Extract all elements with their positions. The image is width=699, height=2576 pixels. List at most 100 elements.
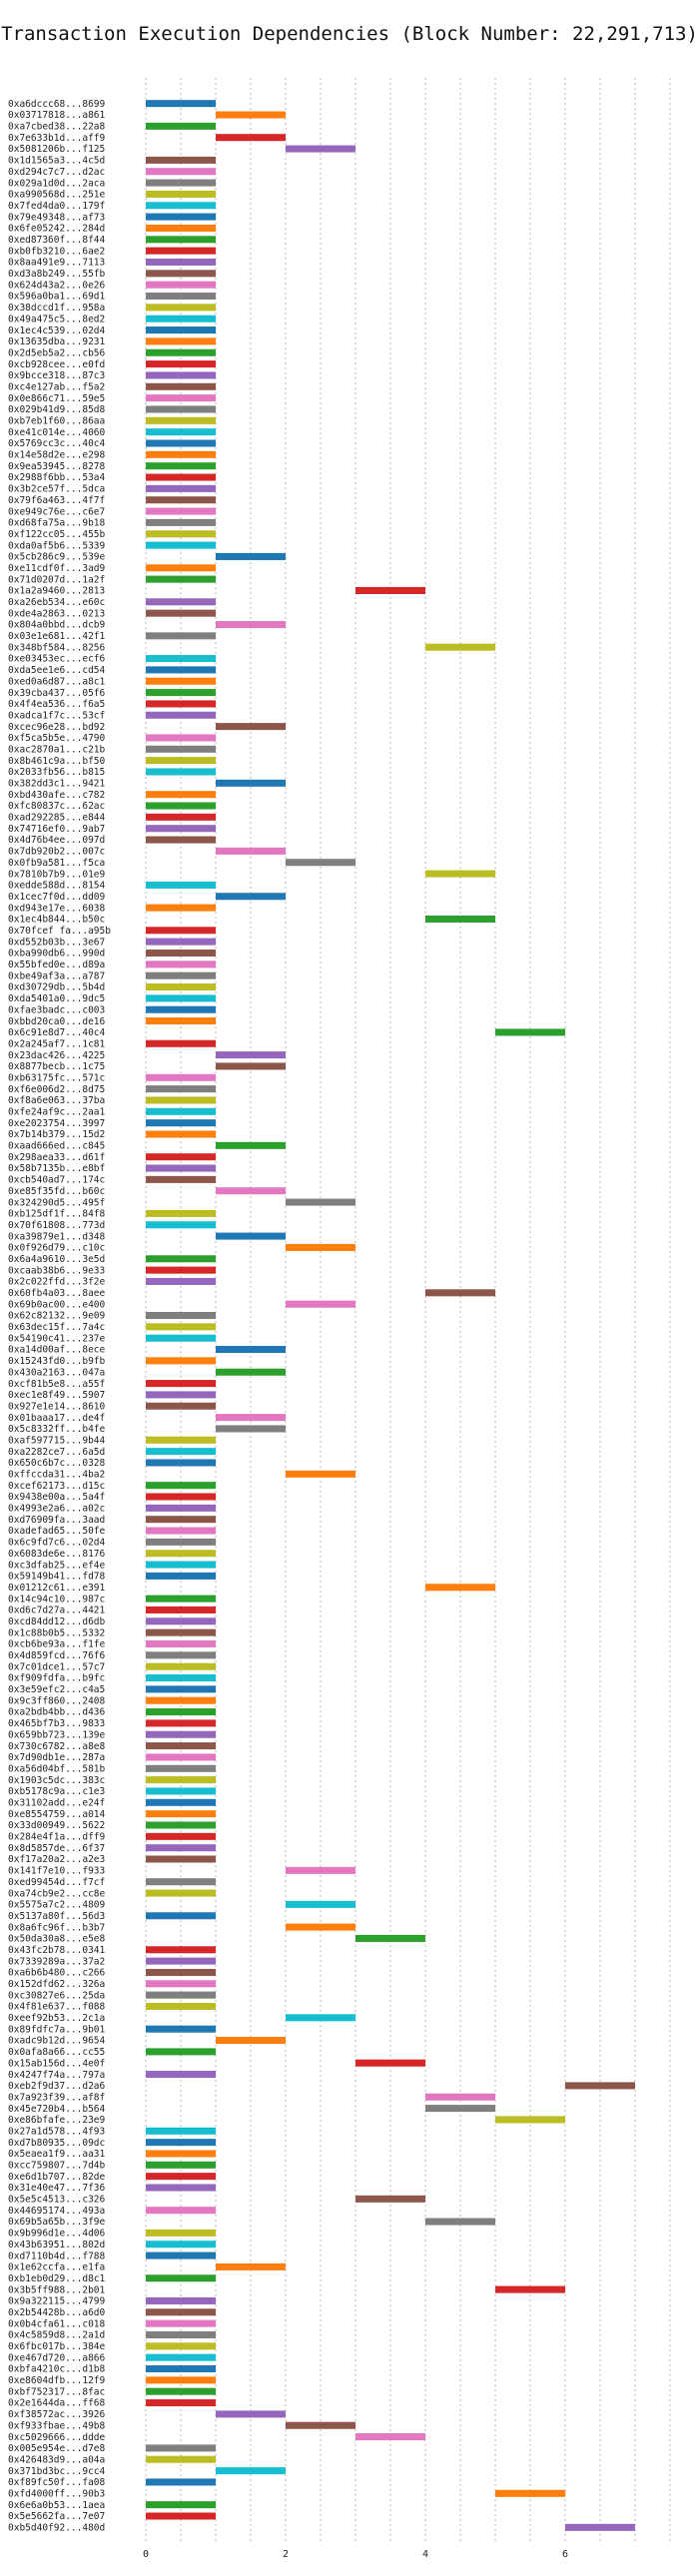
y-tick-label: 0x730c6782...a8e8 xyxy=(8,1741,106,1752)
gantt-bar xyxy=(146,1651,216,1659)
y-tick-label: 0x8d5857de...6f37 xyxy=(8,1843,105,1854)
y-tick-label: 0x33d00949...5622 xyxy=(8,1820,105,1831)
y-tick-label: 0xa7cbed38...22a8 xyxy=(8,122,106,133)
gantt-bar xyxy=(146,2353,216,2361)
gantt-bar xyxy=(146,1595,216,1603)
gantt-bar xyxy=(146,2455,216,2463)
gantt-bar xyxy=(146,1209,216,1217)
gantt-bar xyxy=(146,1119,216,1127)
gantt-bar xyxy=(146,2512,216,2520)
y-tick-label: 0x3b5ff988...2b01 xyxy=(8,2284,106,2295)
y-tick-label: 0x371bd3bc...9cc4 xyxy=(8,2466,106,2477)
y-tick-label: 0x9a322115...4799 xyxy=(8,2296,106,2307)
gantt-bar xyxy=(146,1436,216,1444)
y-tick-label: 0x63dec15f...7a4c xyxy=(8,1322,105,1333)
y-tick-label: 0xc3dfab25...ef4e xyxy=(8,1560,106,1571)
y-tick-label: 0xc30827e6...25da xyxy=(8,1990,105,2001)
x-tick-label: 4 xyxy=(422,2549,428,2560)
y-tick-label: 0xffccda31...4ba2 xyxy=(8,1470,105,1481)
gantt-bar xyxy=(146,598,216,606)
y-tick-label: 0x01212c61...e391 xyxy=(8,1583,106,1594)
gantt-bar xyxy=(146,971,216,979)
gantt-bar xyxy=(355,2433,425,2441)
y-tick-label: 0x6083de6e...8176 xyxy=(8,1549,106,1560)
gantt-bar xyxy=(286,859,355,867)
y-tick-label: 0x70f61808...773d xyxy=(8,1220,105,1231)
y-tick-label: 0xde4a2863...0213 xyxy=(8,608,105,619)
gantt-bar xyxy=(146,1334,216,1342)
y-tick-label: 0x31e40e47...7f36 xyxy=(8,2183,106,2194)
y-tick-label: 0x5e5662fa...7e07 xyxy=(8,2511,105,2522)
gantt-bar xyxy=(355,2195,425,2203)
y-tick-label: 0x7810b7b9...01e9 xyxy=(8,869,106,880)
y-tick-label: 0xe85f35fd...b60c xyxy=(8,1186,105,1197)
y-tick-label: 0x01baaa17...de4f xyxy=(8,1413,105,1424)
y-tick-label: 0xbf752317...8fac xyxy=(8,2386,105,2397)
y-tick-label: 0xf122cc05...455b xyxy=(8,529,106,540)
gantt-bar xyxy=(146,270,216,278)
y-tick-label: 0x6c9fd7c6...02d4 xyxy=(8,1538,106,1549)
y-tick-label: 0xf89fc50f...fa08 xyxy=(8,2477,106,2488)
gantt-bar xyxy=(146,1107,216,1115)
y-tick-label: 0x6fe05242...284d xyxy=(8,224,105,235)
y-tick-label: 0x465bf7b3...9833 xyxy=(8,1718,105,1729)
y-tick-label: 0xa2282ce7...6a5d xyxy=(8,1447,105,1458)
gantt-bar xyxy=(146,1946,216,1954)
y-tick-label: 0xd7110b4d...f788 xyxy=(8,2251,106,2261)
y-tick-label: 0x8877becb...1c75 xyxy=(8,1061,105,1072)
y-tick-label: 0xb63175fc...571c xyxy=(8,1072,105,1083)
y-tick-label: 0xc4e127ab...f5a2 xyxy=(8,381,105,392)
y-tick-label: 0x0afa8a66...cc55 xyxy=(8,2047,105,2058)
y-tick-label: 0x0fb9a581...f5ca xyxy=(8,858,105,869)
y-tick-label: 0xe6d1b707...82de xyxy=(8,2172,106,2183)
y-tick-label: 0xe8554759...a014 xyxy=(8,1809,106,1820)
gantt-bar xyxy=(146,1039,216,1047)
x-tick-label: 2 xyxy=(283,2549,289,2560)
gantt-bar xyxy=(146,2478,216,2486)
gantt-bar xyxy=(146,1821,216,1829)
gantt-bar xyxy=(146,802,216,810)
gantt-bar xyxy=(146,1085,216,1093)
gantt-bar xyxy=(146,371,216,379)
gantt-bar xyxy=(146,1448,216,1456)
y-tick-label: 0x1cec7f0d...dd09 xyxy=(8,892,106,903)
y-tick-label: 0x7c01dce1...57c7 xyxy=(8,1661,105,1672)
y-tick-label: 0x1d1565a3...4c5d xyxy=(8,156,105,167)
y-tick-label: 0x1903c5dc...383c xyxy=(8,1775,105,1786)
gantt-bar xyxy=(146,836,216,844)
y-tick-label: 0x382dd3c1...9421 xyxy=(8,779,106,790)
gantt-bar xyxy=(146,2376,216,2384)
y-tick-label: 0xe8604dfb...12f9 xyxy=(8,2375,106,2386)
y-tick-label: 0xfd4000ff...90b3 xyxy=(8,2488,105,2499)
y-tick-label: 0x0b4cfa61...c018 xyxy=(8,2318,106,2329)
y-tick-label: 0xe467d720...a866 xyxy=(8,2352,106,2363)
y-tick-label: 0xac2870a1...c21b xyxy=(8,744,106,755)
y-tick-label: 0xa990568d...251e xyxy=(8,190,106,201)
gantt-bar xyxy=(425,2218,495,2226)
gantt-bar xyxy=(425,2105,495,2113)
gantt-bar xyxy=(286,2421,355,2429)
y-tick-label: 0x152dfd62...326a xyxy=(8,1979,105,1990)
y-tick-label: 0x2a245af7...1c81 xyxy=(8,1038,106,1049)
gantt-bar xyxy=(216,779,286,787)
gantt-bar xyxy=(146,1798,216,1806)
gantt-bar xyxy=(146,428,216,436)
y-tick-label: 0x50da30a8...e5e8 xyxy=(8,1934,106,1945)
gantt-bar xyxy=(146,2252,216,2259)
gantt-bar xyxy=(146,507,216,515)
gantt-bar xyxy=(146,2319,216,2327)
gantt-bar xyxy=(216,552,286,560)
y-tick-label: 0xe86bfafe...23e9 xyxy=(8,2115,106,2126)
y-tick-label: 0x55bfed0e...d89a xyxy=(8,960,105,970)
y-tick-label: 0x4f81e637...f088 xyxy=(8,2002,106,2013)
gantt-bar xyxy=(146,949,216,958)
y-tick-label: 0xc5029666...ddde xyxy=(8,2432,106,2443)
y-tick-label: 0xda0af5b6...5339 xyxy=(8,540,106,551)
gantt-bar xyxy=(146,1753,216,1761)
gantt-bar xyxy=(146,2399,216,2407)
gantt-bar xyxy=(146,1606,216,1613)
y-tick-label: 0x44695174...493a xyxy=(8,2206,105,2217)
y-tick-label: 0x6fbc017b...384e xyxy=(8,2341,106,2352)
y-tick-label: 0x029b41d9...85d8 xyxy=(8,404,106,415)
y-tick-label: 0x43fc2b78...0341 xyxy=(8,1945,106,1956)
